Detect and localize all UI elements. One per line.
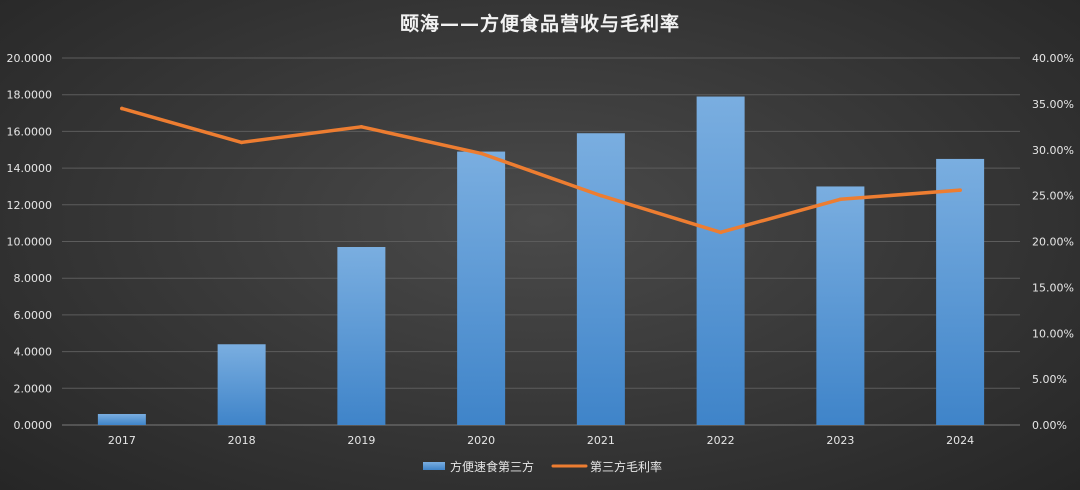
bar-2018 [217, 344, 266, 425]
bar-2022 [696, 96, 745, 425]
left-axis-ticks: 0.0000 2.0000 4.0000 6.0000 8.0000 10.0000 12.… [7, 52, 53, 432]
right-tick-label: 15.00% [1032, 281, 1074, 294]
left-tick-label: 6.0000 [14, 309, 53, 322]
right-tick-label: 35.00% [1032, 98, 1074, 111]
left-tick-label: 20.0000 [7, 52, 53, 65]
bar-2020 [457, 151, 506, 425]
left-tick-label: 18.0000 [7, 89, 53, 102]
bar-2019 [337, 247, 386, 425]
legend-label-bar: 方便速食第三方 [450, 459, 534, 474]
left-tick-label: 14.0000 [7, 162, 53, 175]
x-tick-label: 2018 [228, 434, 256, 447]
margin-point-2024 [958, 188, 962, 192]
right-tick-label: 5.00% [1032, 373, 1067, 386]
right-tick-label: 40.00% [1032, 52, 1074, 65]
x-tick-label: 2019 [347, 434, 375, 447]
margin-point-2023 [838, 197, 843, 202]
x-tick-label: 2021 [587, 434, 615, 447]
right-tick-label: 20.00% [1032, 236, 1074, 249]
right-axis-ticks: 0.00% 5.00% 10.00% 15.00% 20.00% 25.00% 30.00%… [1032, 52, 1074, 432]
left-tick-label: 2.0000 [14, 382, 53, 395]
margin-point-2018 [239, 140, 244, 145]
left-tick-label: 10.0000 [7, 236, 53, 249]
left-tick-label: 4.0000 [14, 346, 53, 359]
x-tick-label: 2020 [467, 434, 495, 447]
line-series [120, 106, 962, 235]
legend-swatch-bar [423, 462, 445, 470]
bar-2023 [816, 186, 865, 425]
x-tick-label: 2023 [826, 434, 854, 447]
margin-point-2019 [359, 125, 364, 129]
x-tick-label: 2022 [707, 434, 735, 447]
margin-point-2020 [479, 151, 483, 156]
margin-point-2017 [120, 106, 124, 111]
x-tick-label: 2017 [108, 434, 136, 447]
left-tick-label: 12.0000 [7, 199, 53, 212]
bar-2024 [936, 158, 985, 426]
right-tick-label: 25.00% [1032, 190, 1074, 203]
legend: 方便速食第三方 第三方毛利率 [423, 459, 662, 474]
left-tick-label: 16.0000 [7, 125, 53, 138]
right-tick-label: 0.00% [1032, 419, 1067, 432]
bar-series [97, 96, 985, 426]
bar-2017 [97, 413, 146, 425]
left-tick-label: 0.0000 [14, 419, 53, 432]
legend-label-line: 第三方毛利率 [590, 459, 662, 474]
right-tick-label: 10.00% [1032, 327, 1074, 340]
x-axis-ticks: 2017 2018 2019 2020 2021 2022 2023 2024 [108, 434, 974, 447]
margin-point-2022 [718, 230, 723, 235]
margin-line [120, 106, 962, 235]
x-tick-label: 2024 [946, 434, 974, 447]
bar-2021 [576, 133, 625, 426]
right-tick-label: 30.00% [1032, 144, 1074, 157]
margin-point-2021 [599, 193, 603, 198]
chart-title: 颐海——方便食品营收与毛利率 [400, 12, 680, 35]
gridlines [62, 57, 1020, 426]
left-tick-label: 8.0000 [14, 272, 53, 285]
